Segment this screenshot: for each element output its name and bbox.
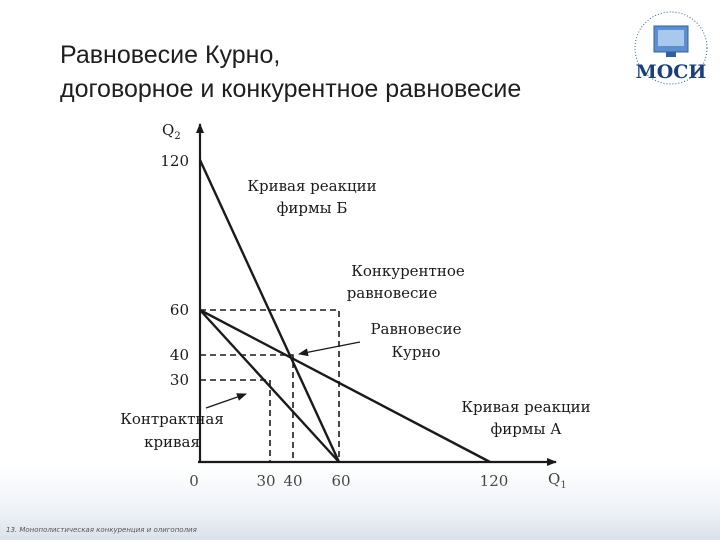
footer-band	[0, 464, 720, 540]
label-reaction-b-line2: фирмы Б	[277, 199, 348, 217]
label-cournot-line1: Равновесие	[370, 320, 461, 338]
y-tick-40: 40	[170, 346, 189, 364]
label-competitive-line2: равновесие	[347, 284, 438, 302]
y-axis-label: Q2	[162, 121, 181, 142]
guide-cournot	[200, 354, 294, 462]
label-cournot-line2: Курно	[391, 343, 440, 361]
guide-lines	[200, 309, 340, 462]
label-contract-line1: Контрактная	[120, 410, 224, 428]
y-tick-60: 60	[170, 301, 189, 319]
contract-curve	[199, 309, 340, 463]
label-reaction-b-line1: Кривая реакции	[247, 177, 376, 195]
label-reaction-a-line1: Кривая реакции	[461, 398, 590, 416]
label-contract-line2: кривая	[144, 433, 200, 451]
label-reaction-a-line2: фирмы А	[490, 420, 562, 438]
logo-stand-icon	[666, 52, 676, 57]
guide-contract	[200, 379, 271, 462]
mosi-logo: МОСИ	[634, 11, 708, 85]
y-tick-30: 30	[170, 371, 189, 389]
title-line-2: договорное и конкурентное равновесие	[60, 75, 522, 103]
footer-text: 13. Монополистическая конкуренция и олиг…	[6, 526, 197, 534]
arrow-contract	[205, 393, 247, 409]
reaction-curve-b	[198, 159, 341, 463]
logo-ring-icon	[634, 11, 708, 85]
y-tick-120: 120	[160, 152, 189, 170]
logo-screen-glass-icon	[658, 30, 684, 46]
guide-competitive	[200, 309, 340, 462]
reaction-curve-a	[199, 308, 491, 464]
title-line-1: Равновесие Курно,	[60, 41, 281, 69]
arrow-cournot	[298, 341, 361, 357]
label-competitive-line1: Конкурентное	[351, 262, 465, 280]
slide-title: Равновесие Курно, договорное и конкурент…	[60, 38, 640, 106]
logo-text: МОСИ	[636, 61, 707, 83]
